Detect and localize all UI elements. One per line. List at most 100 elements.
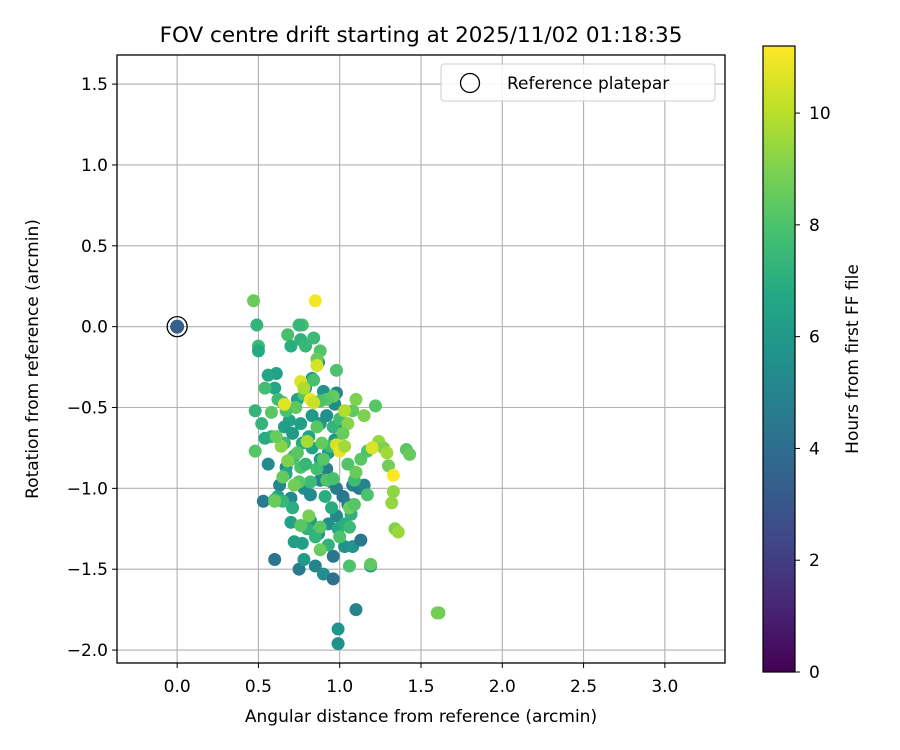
scatter-point xyxy=(325,501,339,515)
colorbar-label: Hours from first FF file xyxy=(843,264,863,454)
scatter-point xyxy=(310,462,324,476)
x-ticks: 0.0 0.5 1.0 1.5 2.0 2.5 3.0 xyxy=(164,663,678,697)
scatter-point xyxy=(292,318,306,332)
scatter-point xyxy=(342,559,356,573)
x-tick-label: 1.0 xyxy=(326,677,353,697)
scatter-point xyxy=(264,405,278,419)
scatter-point xyxy=(299,339,313,353)
scatter-point xyxy=(297,381,311,395)
y-tick-label: −0.5 xyxy=(67,399,108,419)
scatter-point xyxy=(349,603,363,617)
scatter-point xyxy=(333,530,347,544)
scatter-point xyxy=(326,549,340,563)
scatter-point xyxy=(385,496,399,510)
scatter-point xyxy=(248,404,262,418)
scatter-point xyxy=(261,457,275,471)
scatter-point xyxy=(313,520,327,534)
y-tick-label: 0.0 xyxy=(81,318,108,338)
scatter-point xyxy=(305,409,319,423)
scatter-point xyxy=(281,454,295,468)
scatter-point xyxy=(284,515,298,529)
reference-point xyxy=(170,319,185,334)
colorbar-tick-label: 0 xyxy=(809,663,820,683)
scatter-point xyxy=(336,426,350,440)
x-tick-label: 1.5 xyxy=(407,677,434,697)
colorbar-tick-label: 10 xyxy=(809,104,831,124)
scatter-point xyxy=(307,396,321,410)
legend-box xyxy=(440,63,716,102)
scatter-point xyxy=(307,331,321,345)
scatter-point xyxy=(349,392,363,406)
scatter-point xyxy=(297,553,311,567)
scatter-point xyxy=(326,572,340,586)
x-tick-label: 2.5 xyxy=(570,677,597,697)
scatter-point xyxy=(368,399,382,413)
scatter-point xyxy=(338,404,352,418)
y-axis-label: Rotation from reference (arcmin) xyxy=(23,219,43,499)
chart-title: FOV centre drift starting at 2025/11/02 … xyxy=(160,23,683,48)
scatter-point xyxy=(258,381,272,395)
scatter-point xyxy=(277,397,291,411)
scatter-point xyxy=(294,417,308,431)
scatter-point xyxy=(331,637,345,651)
scatter-point xyxy=(430,606,444,620)
scatter-point xyxy=(360,488,374,502)
y-tick-label: −1.5 xyxy=(67,560,108,580)
y-tick-label: −2.0 xyxy=(67,641,108,661)
scatter-point xyxy=(313,543,327,557)
scatter-point xyxy=(248,444,262,458)
scatter-point xyxy=(347,498,361,512)
colorbar-tick-label: 4 xyxy=(809,439,820,459)
scatter-point xyxy=(250,318,264,332)
scatter-point xyxy=(255,417,269,431)
colorbar-tick-label: 2 xyxy=(809,551,820,571)
scatter-point xyxy=(268,553,282,567)
scatter-point xyxy=(354,533,368,547)
scatter-point xyxy=(269,430,283,444)
scatter-point xyxy=(308,530,322,544)
scatter-point xyxy=(286,501,300,515)
colorbar xyxy=(762,45,796,673)
scatter-point xyxy=(268,494,282,508)
scatter-point xyxy=(303,488,317,502)
scatter-point xyxy=(326,472,340,486)
scatter-point xyxy=(316,452,330,466)
scatter-point xyxy=(276,470,290,484)
scatter-point xyxy=(391,525,405,539)
scatter-point xyxy=(308,559,322,573)
x-tick-label: 2.0 xyxy=(489,677,516,697)
scatter-point xyxy=(403,447,417,461)
reference-marker-group xyxy=(166,316,188,338)
scatter-point xyxy=(258,431,272,445)
scatter-point xyxy=(315,436,329,450)
scatter-point xyxy=(303,475,317,489)
colorbar-tick-label: 6 xyxy=(809,328,820,348)
scatter-point xyxy=(302,509,316,523)
scatter-point xyxy=(318,489,332,503)
x-axis-label: Angular distance from reference (arcmin) xyxy=(245,707,597,727)
scatter-point xyxy=(341,417,355,431)
scatter-point xyxy=(310,358,324,372)
colorbar-tick-label: 8 xyxy=(809,216,820,236)
scatter-point xyxy=(316,567,330,581)
scatter-point xyxy=(341,457,355,471)
reference-marker xyxy=(166,316,188,338)
scatter-point xyxy=(364,557,378,571)
scatter-point xyxy=(294,519,308,533)
scatter-point xyxy=(342,520,356,534)
x-tick-label: 0.0 xyxy=(164,677,191,697)
scatter-point xyxy=(349,465,363,479)
y-tick-label: 0.5 xyxy=(81,237,108,257)
scatter-point xyxy=(299,457,313,471)
legend: Reference platepar xyxy=(440,63,716,102)
scatter-point xyxy=(289,401,303,415)
y-tick-label: 1.5 xyxy=(81,75,108,95)
scatter-point xyxy=(251,344,265,358)
scatter-point xyxy=(268,381,282,395)
scatter-point xyxy=(286,426,300,440)
scatter-point xyxy=(274,439,288,453)
scatter-point xyxy=(307,373,321,387)
colorbar-ticks: 0 2 4 6 8 10 xyxy=(795,104,831,683)
grid xyxy=(117,55,725,663)
